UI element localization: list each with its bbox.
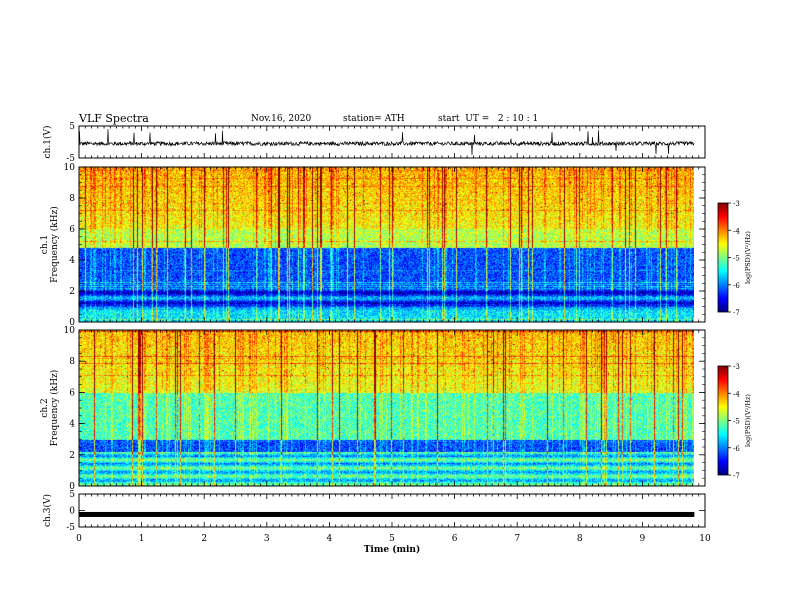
y-tick-label: 0 xyxy=(69,507,75,517)
spectrogram-channel-label: ch.1 xyxy=(40,235,50,254)
x-tick-label: 2 xyxy=(201,534,207,544)
y-tick-label: 0 xyxy=(69,482,75,492)
x-tick-label: 1 xyxy=(139,534,145,544)
y-tick-label: -5 xyxy=(66,154,75,164)
y-tick-label: 6 xyxy=(69,225,75,235)
x-tick-label: 8 xyxy=(577,534,583,544)
y-tick-label: 4 xyxy=(69,420,75,430)
x-axis-label: Time (min) xyxy=(364,544,421,555)
x-tick-label: 0 xyxy=(76,534,82,544)
x-tick-label: 5 xyxy=(389,534,395,544)
y-tick-label: 10 xyxy=(64,326,76,336)
y-tick-label: 5 xyxy=(69,122,75,132)
y-tick-label: 2 xyxy=(69,451,75,461)
x-tick-label: 6 xyxy=(452,534,458,544)
date-label: Nov.16, 2020 xyxy=(251,114,312,124)
ch3-waveform-ylabel: ch.3(V) xyxy=(42,494,53,527)
y-tick-label: 0 xyxy=(69,318,75,328)
colorbar-label: log(PSD)(V²/Hz) xyxy=(744,394,752,447)
x-tick-label: 10 xyxy=(699,534,711,544)
colorbar-tick-label: -7 xyxy=(733,309,740,317)
colorbar-tick-label: -6 xyxy=(733,282,740,290)
colorbar-1 xyxy=(717,202,729,313)
figure-title: VLF Spectra xyxy=(79,112,149,125)
ch2-spectrogram-image xyxy=(79,330,694,486)
colorbar-tick-label: -3 xyxy=(733,363,740,371)
colorbar-tick-label: -5 xyxy=(733,255,740,263)
y-tick-label: 4 xyxy=(69,256,75,266)
x-tick-label: 9 xyxy=(640,534,646,544)
ch1-waveform-ylabel: ch.1(V) xyxy=(42,126,53,159)
colorbar-tick-label: -4 xyxy=(733,227,740,235)
x-tick-label: 7 xyxy=(514,534,520,544)
colorbar-tick-label: -3 xyxy=(733,200,740,208)
y-tick-label: 10 xyxy=(64,163,76,173)
ch1-spectrogram-image xyxy=(79,167,694,322)
ch3-waveform-trace xyxy=(79,511,695,517)
y-tick-label: 2 xyxy=(69,287,75,297)
y-tick-label: -5 xyxy=(66,523,75,533)
spectrogram-ylabel: Frequency (kHz) xyxy=(49,206,60,283)
colorbar-tick-label: -4 xyxy=(733,390,740,398)
colorbar-tick-label: -7 xyxy=(733,472,740,480)
spectrogram-ylabel: Frequency (kHz) xyxy=(49,370,60,447)
y-tick-label: 8 xyxy=(69,357,75,367)
colorbar-tick-label: -5 xyxy=(733,418,740,426)
colorbar-label: log(PSD)(V²/Hz) xyxy=(744,231,752,284)
y-tick-label: 5 xyxy=(69,490,75,500)
colorbar-tick-label: -6 xyxy=(733,445,740,453)
colorbar-2 xyxy=(717,365,729,476)
y-tick-label: 6 xyxy=(69,388,75,398)
x-tick-label: 3 xyxy=(264,534,270,544)
x-tick-label: 4 xyxy=(327,534,333,544)
ch1-waveform-trace xyxy=(78,129,695,155)
y-tick-label: 8 xyxy=(69,194,75,204)
spectrogram-channel-label: ch.2 xyxy=(40,398,50,417)
start-time-label: start UT = 2 : 10 : 1 xyxy=(438,114,539,124)
station-label: station= ATH xyxy=(343,114,405,124)
